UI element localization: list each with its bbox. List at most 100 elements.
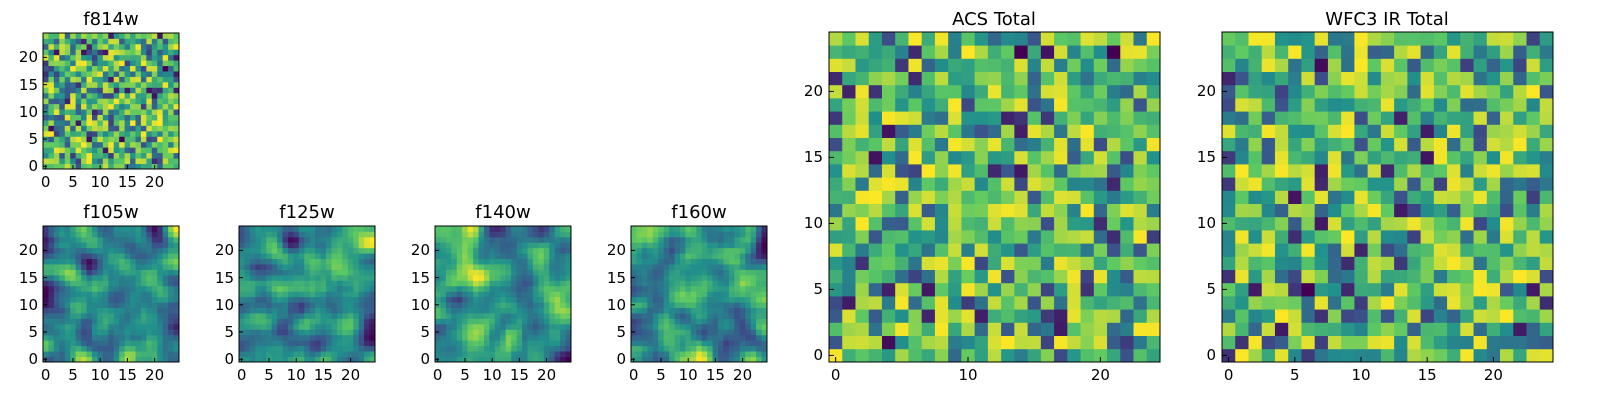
heatmap-cell bbox=[505, 329, 512, 336]
heatmap-cell bbox=[97, 269, 104, 276]
heatmap-cell bbox=[91, 71, 98, 77]
heatmap-cell bbox=[331, 226, 338, 232]
heatmap-cell bbox=[108, 269, 115, 276]
heatmap-cell bbox=[119, 334, 125, 341]
heatmap-cell bbox=[102, 87, 109, 94]
heatmap-cell bbox=[326, 242, 332, 249]
heatmap-cell bbox=[266, 351, 273, 357]
heatmap-cell bbox=[1420, 230, 1435, 244]
heatmap-cell bbox=[855, 58, 870, 72]
heatmap-cell bbox=[347, 231, 354, 238]
heatmap-cell bbox=[516, 247, 523, 254]
heatmap-cell bbox=[97, 351, 104, 357]
heatmap-cell bbox=[451, 307, 458, 314]
heatmap-cell bbox=[1222, 177, 1236, 191]
heatmap-cell bbox=[478, 264, 485, 270]
heatmap-cell bbox=[168, 158, 174, 164]
heatmap-cell bbox=[119, 136, 125, 143]
heatmap-cell bbox=[1301, 111, 1316, 125]
heatmap-cell bbox=[829, 98, 843, 112]
heatmap-cell bbox=[467, 269, 474, 276]
heatmap-cell bbox=[249, 307, 256, 314]
heatmap-cell bbox=[157, 43, 164, 50]
x-tick-label: 0 bbox=[433, 366, 443, 384]
heatmap-cell bbox=[1327, 256, 1342, 270]
heatmap-cell bbox=[124, 33, 131, 39]
heatmap-cell bbox=[685, 296, 692, 303]
heatmap-cell bbox=[168, 313, 174, 319]
heatmap-cell bbox=[560, 345, 566, 352]
heatmap-cell bbox=[701, 323, 708, 330]
heatmap-cell bbox=[462, 236, 469, 243]
heatmap-cell bbox=[921, 164, 936, 178]
heatmap-cell bbox=[146, 253, 153, 260]
heatmap-cell bbox=[1327, 98, 1342, 112]
heatmap-cell bbox=[1120, 45, 1134, 59]
heatmap-cell bbox=[347, 247, 354, 254]
heatmap-cell bbox=[685, 340, 692, 347]
heatmap-cell bbox=[244, 226, 251, 232]
heatmap-cell bbox=[560, 307, 566, 314]
heatmap-cell bbox=[157, 109, 164, 115]
heatmap-cell bbox=[135, 258, 142, 265]
heatmap-cell bbox=[652, 334, 659, 341]
heatmap-cell bbox=[728, 264, 735, 270]
heatmap-cell bbox=[315, 323, 321, 330]
heatmap-cell bbox=[364, 313, 370, 319]
heatmap-cell bbox=[1486, 348, 1501, 363]
heatmap-cell bbox=[271, 236, 278, 243]
heatmap-cell bbox=[304, 334, 311, 341]
heatmap-cell bbox=[435, 231, 441, 238]
heatmap-cell bbox=[48, 71, 55, 77]
heatmap-cell bbox=[494, 242, 501, 249]
heatmap-cell bbox=[1394, 137, 1408, 152]
heatmap-cell bbox=[326, 247, 332, 254]
heatmap-cell bbox=[538, 247, 545, 254]
heatmap-cell bbox=[108, 318, 115, 325]
heatmap-cell bbox=[43, 125, 49, 132]
heatmap-cell bbox=[353, 340, 360, 347]
heatmap-cell bbox=[130, 302, 136, 308]
heatmap-cell bbox=[1500, 177, 1514, 191]
heatmap-cell bbox=[173, 351, 180, 357]
heatmap-cell bbox=[59, 334, 66, 341]
heatmap-cell bbox=[353, 236, 360, 243]
heatmap-cell bbox=[1394, 150, 1408, 165]
heatmap-cell bbox=[53, 302, 60, 308]
heatmap-cell bbox=[652, 351, 659, 357]
heatmap-cell bbox=[1460, 296, 1474, 310]
heatmap-cell bbox=[1526, 137, 1541, 152]
heatmap-cell bbox=[435, 307, 441, 314]
heatmap-cell bbox=[908, 216, 923, 231]
heatmap-cell bbox=[135, 351, 142, 357]
heatmap-cell bbox=[326, 280, 332, 287]
heatmap-cell bbox=[1407, 124, 1421, 138]
heatmap-cell bbox=[157, 329, 164, 336]
heatmap-cell bbox=[342, 356, 349, 363]
heatmap-cell bbox=[124, 136, 131, 143]
heatmap-cell bbox=[456, 307, 463, 314]
heatmap-cell bbox=[1248, 32, 1263, 46]
heatmap-cell bbox=[855, 98, 870, 112]
heatmap-cell bbox=[987, 243, 1002, 257]
heatmap-cell bbox=[1500, 164, 1514, 178]
heatmap-cell bbox=[1093, 216, 1108, 231]
heatmap-cell bbox=[921, 98, 936, 112]
heatmap-cell bbox=[1394, 177, 1408, 191]
heatmap-cell bbox=[48, 318, 55, 325]
heatmap-cell bbox=[761, 329, 768, 336]
heatmap-cell bbox=[1054, 309, 1068, 323]
heatmap-cell bbox=[1341, 243, 1355, 257]
heatmap-cell bbox=[266, 313, 273, 319]
heatmap-cell bbox=[369, 302, 376, 308]
heatmap-cell bbox=[146, 351, 153, 357]
heatmap-cell bbox=[707, 247, 713, 254]
heatmap-cell bbox=[948, 230, 962, 244]
heatmap-cell bbox=[974, 322, 989, 336]
heatmap-cell bbox=[140, 103, 147, 110]
heatmap-cell bbox=[64, 247, 71, 254]
heatmap-cell bbox=[146, 60, 153, 67]
heatmap-cell bbox=[59, 291, 66, 298]
heatmap-cell bbox=[140, 334, 147, 341]
heatmap-cell bbox=[173, 152, 180, 159]
